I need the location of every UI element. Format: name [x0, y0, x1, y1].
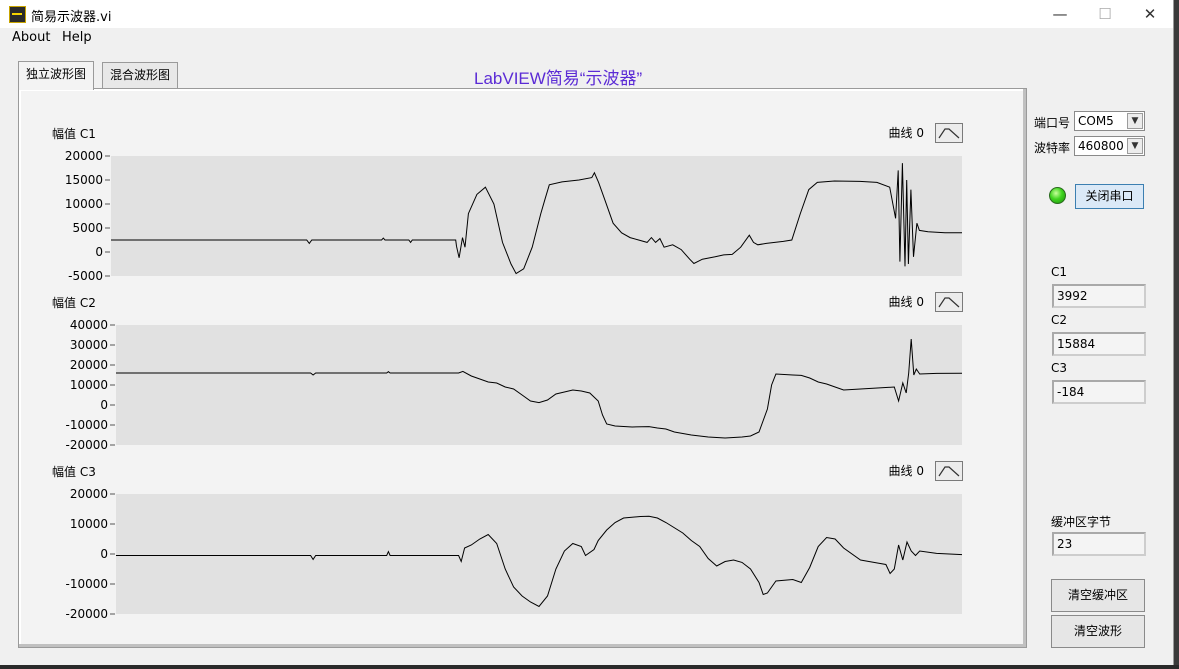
- y-tick-label: 10000: [70, 378, 108, 392]
- buffer-bytes-label: 缓冲区字节: [1051, 515, 1112, 529]
- port-select[interactable]: COM5 ▼: [1074, 111, 1145, 131]
- legend-series-name: 曲线 0: [889, 295, 924, 309]
- y-tick-label: -5000: [68, 269, 103, 283]
- clear-waveform-button[interactable]: 清空波形: [1051, 615, 1145, 648]
- y-tick-label: 15000: [65, 173, 103, 187]
- chevron-down-icon[interactable]: ▼: [1127, 113, 1143, 129]
- tab-independent-waveform[interactable]: 独立波形图: [18, 61, 95, 90]
- tab-mixed-waveform[interactable]: 混合波形图: [102, 62, 179, 88]
- plot-area: [116, 325, 962, 445]
- y-tick-label: 10000: [65, 197, 103, 211]
- readout-c1-value: 3992: [1052, 284, 1146, 308]
- series-line-curve-0: [111, 163, 962, 275]
- y-tick-label: -20000: [65, 607, 108, 621]
- plot-area: [111, 156, 962, 276]
- readout-c3-value: -184: [1052, 380, 1146, 404]
- series-line-curve-0: [116, 515, 963, 608]
- y-tick-label: 20000: [65, 149, 103, 163]
- y-tick-label: -20000: [65, 438, 108, 452]
- curve-shape-icon: [938, 466, 960, 477]
- readout-c3-label: C3: [1051, 361, 1068, 375]
- clear-buffer-button[interactable]: 清空缓冲区: [1051, 579, 1145, 612]
- menu-about[interactable]: About: [12, 30, 51, 45]
- baud-label: 波特率: [1034, 141, 1071, 155]
- readout-c1-label: C1: [1051, 265, 1068, 279]
- port-value: COM5: [1078, 114, 1114, 128]
- close-button[interactable]: ✕: [1143, 5, 1157, 23]
- y-tick-label: -10000: [65, 418, 108, 432]
- readout-c2-value: 15884: [1052, 332, 1146, 356]
- y-tick-label: -10000: [65, 577, 108, 591]
- window-title: 简易示波器.vi: [31, 10, 112, 25]
- page-title: LabVIEW简易“示波器”: [474, 69, 643, 88]
- y-tick-label: 20000: [70, 358, 108, 372]
- y-axis-label: 幅值 C3: [52, 464, 96, 479]
- legend-series-name: 曲线 0: [889, 126, 924, 140]
- waveform-charts: 幅值 C1 曲线 0 20000 15000 10000 5000 0 -5000 幅值 C2 曲…: [52, 126, 963, 621]
- y-tick-label: 0: [95, 245, 103, 259]
- maximize-button[interactable]: ☐: [1098, 5, 1112, 23]
- y-tick-label: 5000: [72, 221, 103, 235]
- readout-c2-label: C2: [1051, 313, 1068, 327]
- y-tick-label: 10000: [70, 517, 108, 531]
- buffer-bytes-value: 23: [1052, 532, 1146, 556]
- port-label: 端口号: [1034, 116, 1071, 130]
- series-line-curve-0: [116, 338, 963, 439]
- title-bar: 简易示波器.vi — ☐ ✕: [0, 0, 1173, 28]
- y-axis-label: 幅值 C2: [52, 295, 96, 310]
- close-port-button[interactable]: 关闭串口: [1075, 184, 1144, 209]
- plot-style-button-c1[interactable]: [935, 123, 963, 143]
- plot-style-button-c3[interactable]: [935, 461, 963, 481]
- y-tick-label: 0: [100, 547, 108, 561]
- labview-app-icon: [9, 6, 26, 23]
- status-led: [1049, 187, 1066, 204]
- baud-value: 460800: [1078, 139, 1124, 153]
- plot-style-button-c2[interactable]: [935, 292, 963, 312]
- curve-shape-icon: [938, 297, 960, 308]
- y-tick-label: 30000: [70, 338, 108, 352]
- minimize-button[interactable]: —: [1052, 5, 1068, 23]
- y-tick-label: 20000: [70, 487, 108, 501]
- desktop-taskbar-edge: [0, 665, 1179, 669]
- baud-select[interactable]: 460800 ▼: [1074, 136, 1145, 156]
- y-tick-label: 0: [100, 398, 108, 412]
- plot-area: [116, 494, 962, 614]
- curve-shape-icon: [938, 128, 960, 139]
- y-tick-label: 40000: [70, 318, 108, 332]
- menu-help[interactable]: Help: [62, 30, 92, 45]
- legend-series-name: 曲线 0: [889, 464, 924, 478]
- y-axis-label: 幅值 C1: [52, 126, 96, 141]
- menu-bar: About Help: [0, 28, 1173, 48]
- chevron-down-icon[interactable]: ▼: [1127, 138, 1143, 154]
